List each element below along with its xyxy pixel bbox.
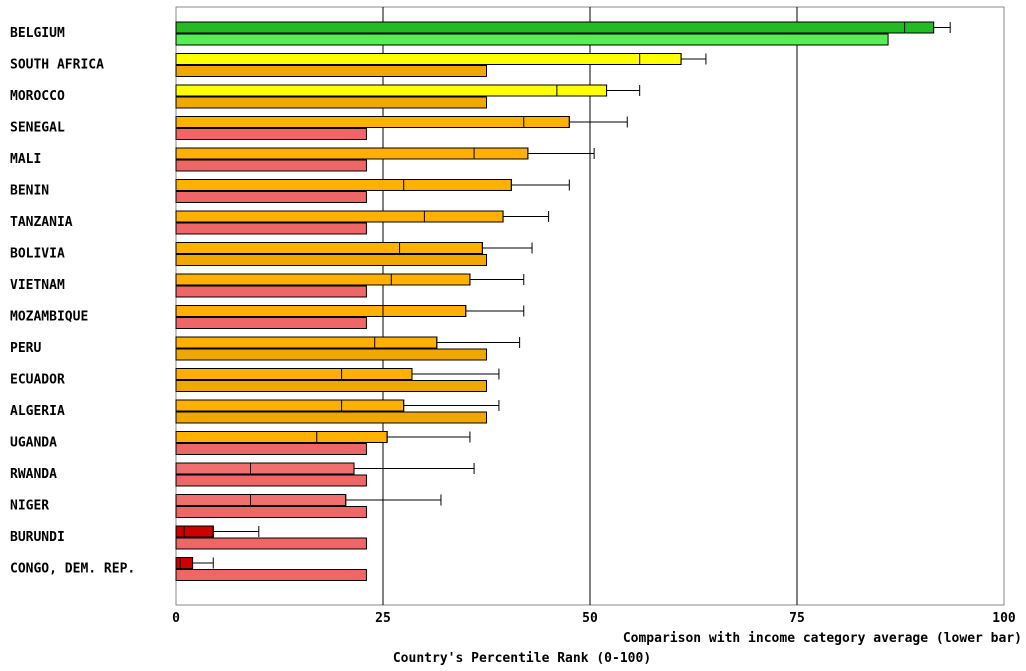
income-average-bar: [175, 254, 487, 266]
country-label: SENEGAL: [10, 121, 65, 136]
rank-bar: [175, 399, 405, 412]
income-average-bar: [175, 506, 367, 518]
country-label: ECUADOR: [10, 373, 65, 388]
country-label: PERU: [10, 341, 41, 356]
tick-label-0: 0: [172, 611, 180, 626]
rank-bar: [175, 494, 347, 506]
x-axis-label-secondary: Comparison with income category average …: [623, 631, 1022, 646]
tick-label-100: 100: [992, 611, 1016, 626]
rank-bar: [175, 53, 682, 65]
rank-bar: [175, 242, 483, 254]
rank-bar: [175, 368, 413, 380]
rank-bar: [175, 21, 935, 34]
country-label: TANZANIA: [10, 215, 73, 230]
bars: [175, 21, 951, 581]
income-average-bar: [175, 33, 889, 46]
income-average-bar: [175, 96, 487, 109]
tick-label-75: 75: [789, 611, 805, 626]
rank-bar: [175, 179, 512, 191]
tick-label-25: 25: [375, 611, 391, 626]
income-average-bar: [175, 317, 367, 329]
income-average-bar: [175, 411, 487, 424]
income-average-bar: [175, 380, 487, 392]
rank-bar: [175, 210, 504, 223]
country-label: SOUTH AFRICA: [10, 58, 104, 73]
income-average-bar: [175, 191, 367, 203]
country-label: BURUNDI: [10, 530, 65, 545]
income-average-bar: [175, 128, 367, 140]
income-average-bar: [175, 285, 367, 298]
country-label: CONGO, DEM. REP.: [10, 562, 135, 577]
country-label: ALGERIA: [10, 404, 65, 419]
country-label: NIGER: [10, 499, 49, 514]
income-average-bar: [175, 443, 367, 455]
country-label: MALI: [10, 152, 41, 167]
rank-bar: [175, 525, 214, 538]
rank-bar: [175, 84, 608, 97]
x-axis-ticks: 0 25 50 75 100: [172, 611, 1016, 626]
rank-bar: [175, 462, 355, 475]
country-label: MOZAMBIQUE: [10, 310, 88, 325]
country-label: BELGIUM: [10, 26, 65, 41]
rank-bar: [175, 147, 529, 160]
rank-bar: [175, 273, 471, 286]
country-label: VIETNAM: [10, 278, 65, 293]
income-average-bar: [175, 159, 367, 172]
income-average-bar: [175, 537, 367, 550]
x-axis-label: Country's Percentile Rank (0-100): [393, 651, 651, 666]
rank-bar: [175, 336, 438, 349]
rank-interval-box: [473, 147, 529, 160]
country-labels: BELGIUM SOUTH AFRICA MOROCCO SENEGAL MALI BEN…: [10, 26, 135, 577]
country-label: UGANDA: [10, 436, 57, 451]
country-label: BENIN: [10, 184, 49, 199]
income-average-bar: [175, 65, 487, 77]
rank-bar: [175, 557, 194, 569]
income-average-bar: [175, 348, 487, 361]
tick-label-50: 50: [582, 611, 598, 626]
country-label: BOLIVIA: [10, 247, 65, 262]
country-label: MOROCCO: [10, 89, 65, 104]
rank-bar: [175, 431, 388, 443]
income-average-bar: [175, 474, 367, 487]
income-average-bar: [175, 569, 367, 581]
rank-bar: [175, 305, 467, 317]
rank-bar: [175, 116, 570, 128]
income-average-bar: [175, 222, 367, 235]
country-label: RWANDA: [10, 467, 57, 482]
